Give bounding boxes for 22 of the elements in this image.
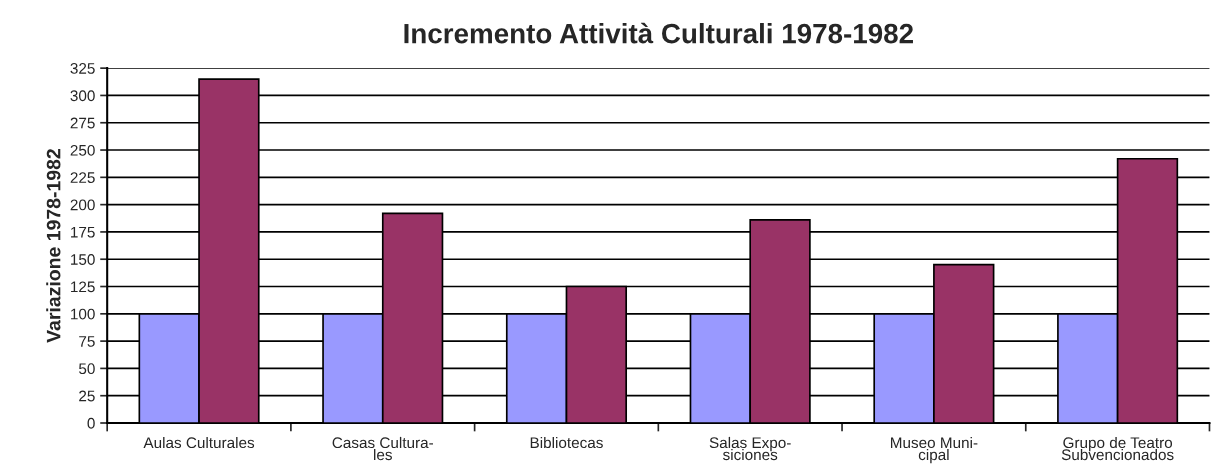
x-tick-label: Salas Expo- siciones bbox=[709, 436, 791, 461]
y-tick-label: 150 bbox=[71, 254, 95, 265]
x-tick-label: Aulas Culturales bbox=[143, 436, 255, 449]
y-tick-label: 75 bbox=[79, 336, 95, 347]
y-tick-label: 325 bbox=[70, 63, 95, 74]
chart-title: Incremento Attività Culturali 1978-1982 bbox=[404, 22, 913, 44]
x-tick-label: Museo Muni- cipal bbox=[891, 436, 978, 464]
x-tick-label: Casas Cultura- les bbox=[332, 436, 434, 461]
x-tick-label: Grupo de Teatro Subvencionados bbox=[1061, 436, 1174, 461]
y-tick-label: 125 bbox=[71, 281, 95, 293]
y-tick-label: 175 bbox=[71, 226, 95, 238]
y-tick-label: 200 bbox=[70, 199, 95, 211]
y-tick-label: 225 bbox=[70, 172, 95, 184]
y-tick-label: 25 bbox=[79, 390, 95, 402]
y-tick-label: 0 bbox=[87, 417, 95, 429]
y-tick-label: 50 bbox=[79, 363, 95, 375]
y-tick-label: 275 bbox=[70, 117, 95, 129]
y-tick-label: 250 bbox=[70, 144, 95, 156]
y-tick-label: 300 bbox=[70, 90, 95, 102]
x-tick-label: Bibliotecas bbox=[530, 436, 603, 449]
y-axis-title: Variazione 1978-1982 bbox=[46, 149, 61, 343]
y-tick-label: 100 bbox=[71, 308, 95, 320]
